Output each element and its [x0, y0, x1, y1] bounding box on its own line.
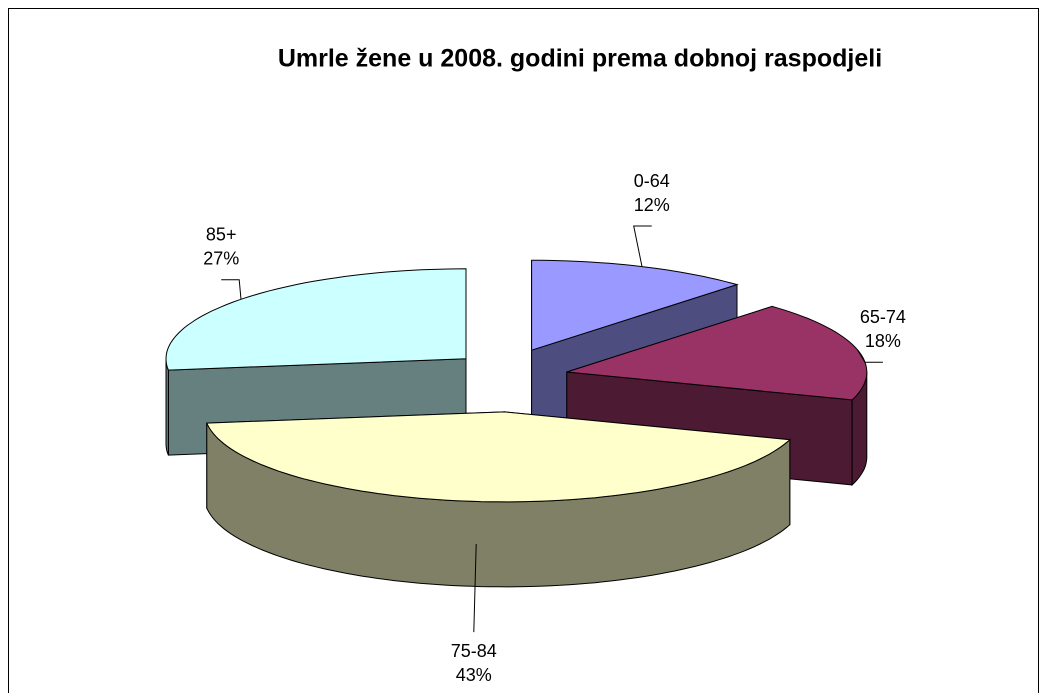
- leader-line: [221, 279, 242, 300]
- slice-label: 75-84: [451, 641, 497, 661]
- slice-value-label: 18%: [865, 331, 901, 351]
- labels: 0-64 12% 65-74 18% 75-84 43% 85+ 27%: [203, 171, 906, 685]
- pie: [165, 259, 868, 588]
- leader-line: [633, 225, 652, 267]
- slice-value-label: 43%: [456, 665, 492, 685]
- slice-label: 0-64: [634, 171, 670, 191]
- slice-top: [206, 411, 792, 503]
- slice-wall: [165, 358, 169, 456]
- chart-title: Umrle žene u 2008. godini prema dobnoj r…: [278, 45, 882, 73]
- slice-value-label: 27%: [203, 248, 239, 268]
- slice-label: 65-74: [860, 307, 906, 327]
- slice-label: 85+: [206, 224, 237, 244]
- leader-line: [856, 349, 883, 363]
- slice-value-label: 12%: [634, 195, 670, 215]
- leader-line: [473, 543, 477, 633]
- pie-slice: [206, 411, 792, 588]
